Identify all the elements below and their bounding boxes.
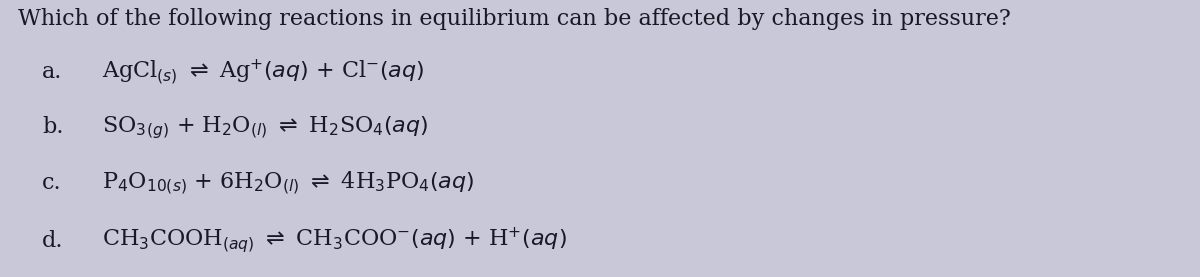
Text: AgCl$_{(s)}$ $\rightleftharpoons$ Ag$^{+}$$(aq)$ + Cl$^{-}$$(aq)$: AgCl$_{(s)}$ $\rightleftharpoons$ Ag$^{+… — [102, 57, 425, 87]
Text: CH$_3$COOH$_{(aq)}$ $\rightleftharpoons$ CH$_3$COO$^{-}$$(aq)$ + H$^{+}$$(aq)$: CH$_3$COOH$_{(aq)}$ $\rightleftharpoons$… — [102, 226, 566, 256]
Text: b.: b. — [42, 116, 64, 138]
Text: P$_4$O$_{10(s)}$ + 6H$_2$O$_{(l)}$ $\rightleftharpoons$ 4H$_3$PO$_4$$(aq)$: P$_4$O$_{10(s)}$ + 6H$_2$O$_{(l)}$ $\rig… — [102, 169, 474, 197]
Text: a.: a. — [42, 61, 62, 83]
Text: SO$_3$$_{(g)}$ + H$_2$O$_{(l)}$ $\rightleftharpoons$ H$_2$SO$_4$$(aq)$: SO$_3$$_{(g)}$ + H$_2$O$_{(l)}$ $\rightl… — [102, 114, 428, 141]
Text: c.: c. — [42, 172, 61, 194]
Text: d.: d. — [42, 230, 64, 252]
Text: Which of the following reactions in equilibrium can be affected by changes in pr: Which of the following reactions in equi… — [18, 8, 1010, 30]
